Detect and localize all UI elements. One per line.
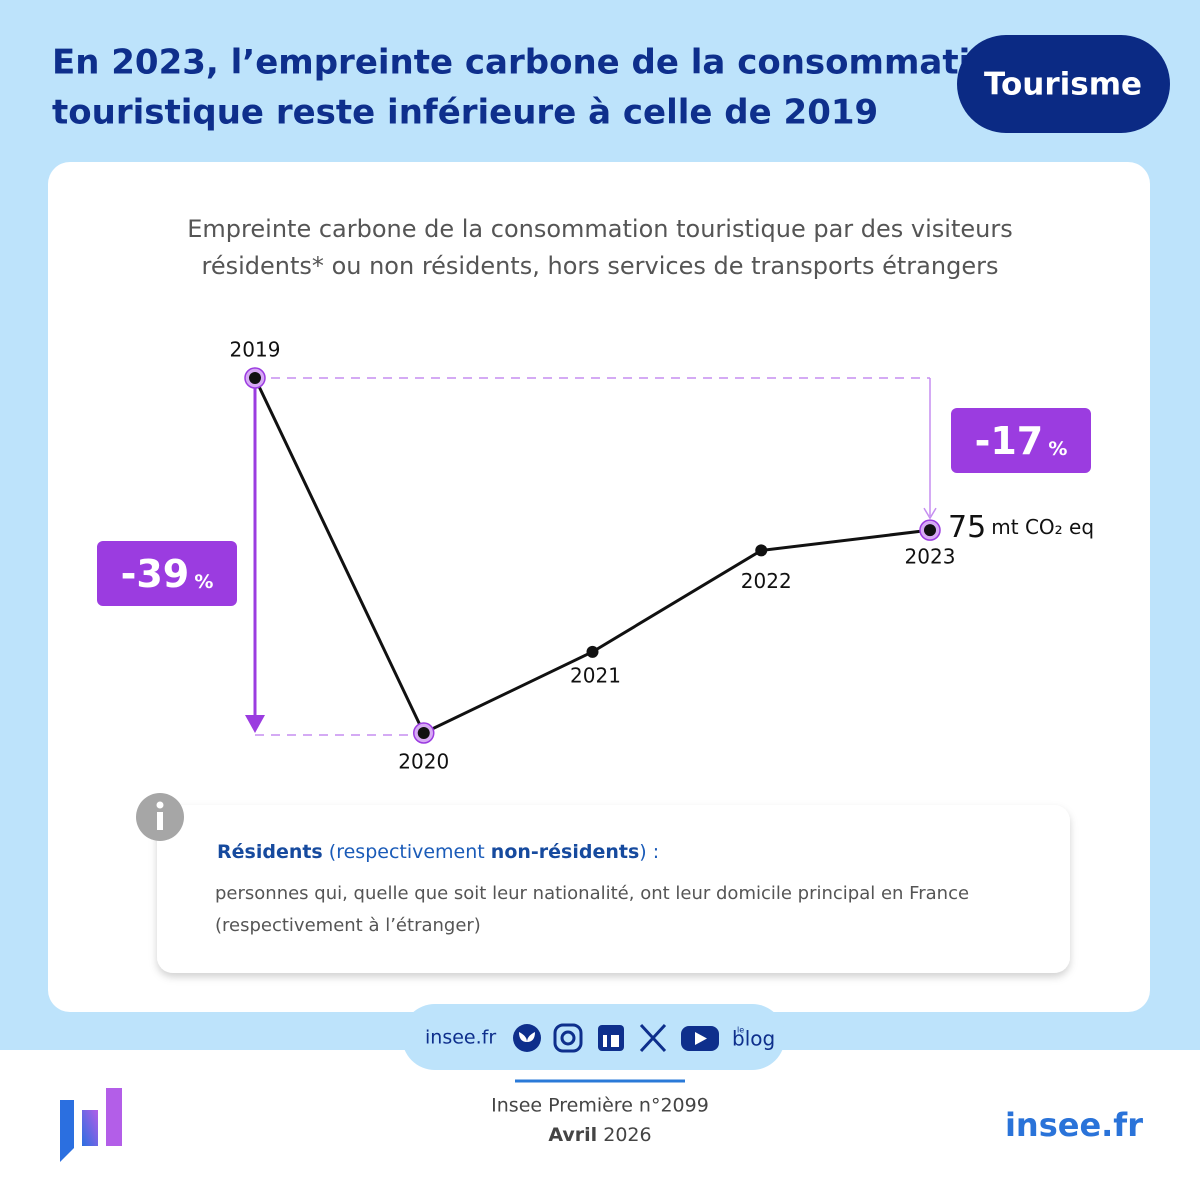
instagram-icon[interactable] [553,1023,583,1053]
tag: Tourisme [984,67,1142,103]
point [924,524,936,537]
info-term: Résidents [217,841,323,863]
arrow-head [245,715,265,733]
annotation-unit: % [1048,438,1067,460]
point [249,372,261,384]
annotation-box [951,408,1091,473]
brand[interactable]: insee.fr [1005,1106,1143,1144]
info-term2: non-résidents [491,841,639,863]
info-description-box: personnes qui, quelle que soit leur nati… [215,883,970,936]
logo-bar [60,1100,74,1162]
blog-prefix: le [737,1026,744,1035]
youtube-glyph [695,1032,707,1045]
logo-bar [82,1110,98,1146]
annotation-box [97,541,237,606]
value: 75 [948,510,986,545]
social-pill [402,1004,785,1070]
publication: Insee Première n°2099 [491,1095,709,1117]
x-label: 2022 [741,569,792,593]
title-line: touristique reste inférieure à celle de … [52,93,878,133]
month: Avril [548,1124,597,1146]
subtitle-line: Empreinte carbone de la consommation tou… [187,215,1012,243]
blog-link[interactable]: blog [732,1027,775,1051]
info-description: personnes qui, quelle que soit leur nati… [215,883,970,936]
info-heading: Résidents (respectivement non-résidents)… [217,841,659,863]
logo-bar [106,1088,122,1146]
x-label: 2021 [570,663,621,687]
info-icon-dot [156,801,164,809]
year: 2026 [603,1124,651,1146]
point [417,727,430,739]
site-link[interactable]: insee.fr [425,1027,496,1049]
title-line: En 2023, l’empreinte carbone de la conso… [52,43,1018,83]
tag-pill [957,35,1170,133]
annotation-value: -17 [975,419,1044,463]
bluesky-icon[interactable] [513,1024,541,1052]
annotation-value: -39 [121,552,190,596]
value-unit: mt CO₂ eq [991,515,1094,539]
annotation: -17 % [975,419,1068,463]
linkedin-glyph [603,1035,607,1047]
linkedin-glyph [611,1035,619,1047]
info-box [157,805,1070,973]
point [755,544,768,557]
value-label: 75 mt CO₂ eq [948,510,1094,545]
instagram-lens [560,1030,576,1046]
x-label: 2019 [230,338,281,362]
point [586,645,599,658]
card [48,162,1150,1012]
info-close: ) : [639,841,659,863]
x-icon[interactable] [639,1023,667,1053]
subtitle-line: résidents* ou non résidents, hors servic… [202,252,999,280]
background-bottom [0,1050,1200,1200]
annotation: -39 % [121,552,214,596]
publication-date: Avril 2026 [548,1124,651,1146]
arrow-head [923,507,937,520]
annotation-unit: % [194,571,213,593]
bluesky-glyph [519,1032,535,1042]
x-label: 2023 [905,545,956,569]
info-open: (respectivement [329,841,485,863]
x-label: 2020 [398,750,449,774]
info-icon-stem [157,812,163,830]
